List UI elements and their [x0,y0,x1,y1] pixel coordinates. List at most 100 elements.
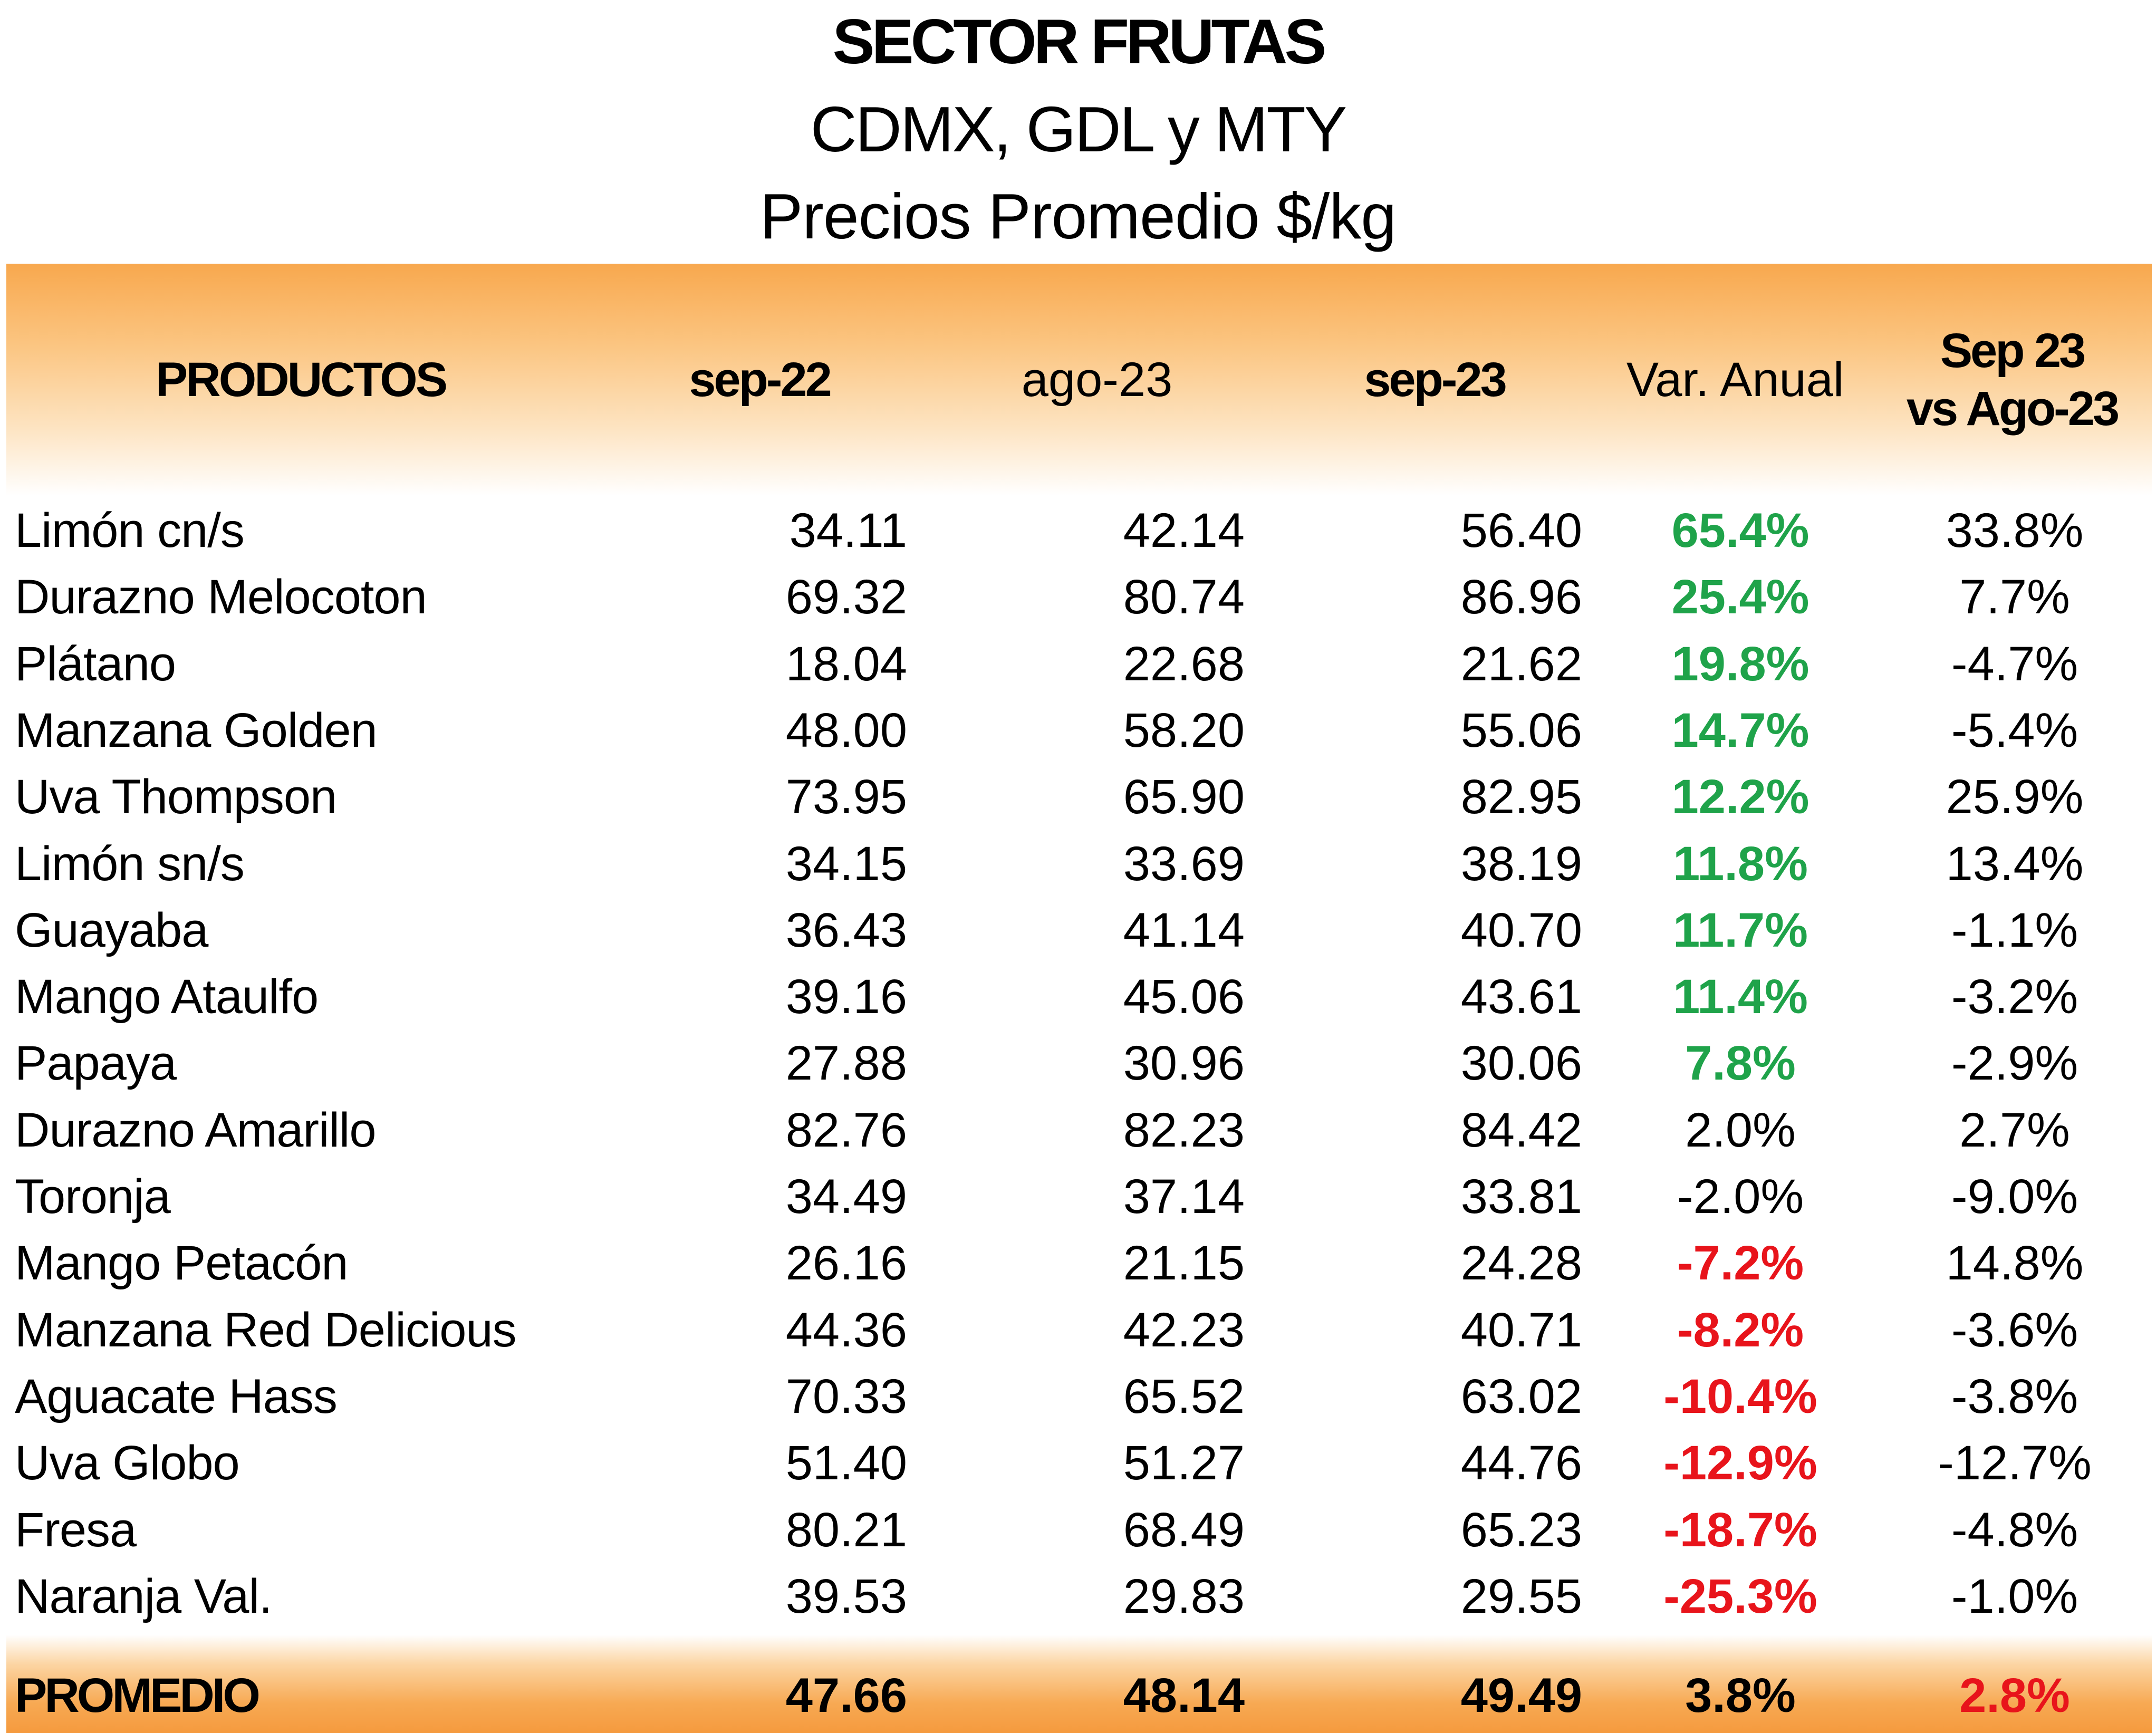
table-row: Limón cn/s 34.11 42.14 56.40 65.4% 33.8% [0,497,2156,564]
monthly-change: -9.0% [1951,1170,2078,1224]
var-anual: -7.2% [1677,1236,1804,1291]
monthly-change: -3.8% [1951,1369,2078,1423]
price-sep22: 73.95 [785,770,907,824]
product-name: Uva Thompson [15,770,337,824]
price-sep23: 65.23 [1460,1503,1582,1557]
monthly-change: 33.8% [1946,504,2084,557]
price-sep23: 44.76 [1460,1436,1582,1490]
price-sep23: 33.81 [1460,1170,1582,1224]
price-sep22: 27.88 [785,1036,907,1091]
header-monthly-line2: vs Ago-23 [1906,382,2120,436]
price-ago23: 22.68 [1123,637,1245,691]
product-name: Durazno Amarillo [15,1103,377,1157]
product-name: Naranja Val. [15,1569,272,1623]
title-sector: SECTOR FRUTAS [832,6,1327,77]
price-sep23: 55.06 [1460,703,1582,757]
monthly-change: -2.9% [1951,1036,2078,1091]
average-var-anual: 3.8% [1685,1669,1796,1722]
price-ago23: 33.69 [1123,836,1245,891]
product-name: Plátano [15,637,176,691]
price-ago23: 29.83 [1123,1569,1245,1623]
price-sep22: 69.32 [785,570,907,624]
price-sep23: 63.02 [1460,1369,1582,1423]
header-monthly-change: Sep 23 vs Ago-23 [1878,264,2147,496]
var-anual: -18.7% [1663,1503,1817,1557]
table-row: Limón sn/s 34.15 33.69 38.19 11.8% 13.4% [0,831,2156,897]
monthly-change: 13.4% [1946,836,2084,891]
price-sep22: 51.40 [785,1436,907,1490]
price-sep23: 40.71 [1460,1303,1582,1357]
table-row: Mango Petacón 26.16 21.15 24.28 -7.2% 14.8% [0,1230,2156,1296]
price-sep22: 70.33 [785,1369,907,1423]
table-row: Durazno Amarillo 82.76 82.23 84.42 2.0% 2.7% [0,1097,2156,1163]
monthly-change: -1.0% [1951,1569,2078,1623]
price-sep22: 36.43 [785,903,907,957]
average-band [6,1635,2152,1733]
product-name: Durazno Melocoton [15,570,427,624]
price-ago23: 58.20 [1123,703,1245,757]
table-header-band [6,264,2152,496]
price-sep22: 48.00 [785,703,907,757]
average-label: PROMEDIO [15,1669,261,1722]
price-ago23: 51.27 [1123,1436,1245,1490]
price-ago23: 42.23 [1123,1303,1245,1357]
table-row: Guayaba 36.43 41.14 40.70 11.7% -1.1% [0,897,2156,964]
price-ago23: 42.14 [1123,504,1245,557]
var-anual: 14.7% [1671,703,1810,757]
product-name: Guayaba [15,903,208,957]
product-name: Aguacate Hass [15,1369,338,1423]
price-sep23: 24.28 [1460,1236,1582,1291]
product-name: Limón cn/s [15,504,245,557]
price-ago23: 30.96 [1123,1036,1245,1091]
price-sep22: 39.16 [785,970,907,1024]
var-anual: 7.8% [1685,1036,1796,1091]
price-sep23: 40.70 [1460,903,1582,957]
var-anual: 25.4% [1671,570,1810,624]
price-sep22: 34.15 [785,836,907,891]
price-ago23: 68.49 [1123,1503,1245,1557]
header-sep22: sep-22 [689,353,832,407]
price-ago23: 21.15 [1123,1236,1245,1291]
monthly-change: 7.7% [1959,570,2070,624]
table-row: Durazno Melocoton 69.32 80.74 86.96 25.4% 7.7… [0,564,2156,630]
table-row: Papaya 27.88 30.96 30.06 7.8% -2.9% [0,1030,2156,1096]
monthly-change: -1.1% [1951,903,2078,957]
price-ago23: 45.06 [1123,970,1245,1024]
average-sep23: 49.49 [1460,1669,1582,1722]
monthly-change: -12.7% [1938,1436,2092,1490]
price-sep23: 56.40 [1460,504,1582,557]
var-anual: -10.4% [1663,1369,1817,1423]
table-row: Uva Globo 51.40 51.27 44.76 -12.9% -12.7% [0,1430,2156,1496]
var-anual: 11.8% [1673,836,1808,891]
price-ago23: 37.14 [1123,1170,1245,1224]
price-sep22: 34.49 [785,1170,907,1224]
var-anual: 12.2% [1671,770,1810,824]
table-row: Plátano 18.04 22.68 21.62 19.8% -4.7% [0,631,2156,697]
var-anual: 19.8% [1671,637,1810,691]
price-sep22: 82.76 [785,1103,907,1157]
product-name: Uva Globo [15,1436,240,1490]
price-sep22: 18.04 [785,637,907,691]
table-row: Fresa 80.21 68.49 65.23 -18.7% -4.8% [0,1497,2156,1563]
product-name: Manzana Golden [15,703,378,757]
monthly-change: 2.7% [1959,1103,2070,1157]
monthly-change: 14.8% [1946,1236,2084,1291]
product-name: Fresa [15,1503,137,1557]
var-anual: 2.0% [1685,1103,1796,1157]
monthly-change: -4.7% [1951,637,2078,691]
price-sep22: 80.21 [785,1503,907,1557]
average-row: PROMEDIO 47.66 48.14 49.49 3.8% 2.8% [0,1661,2156,1730]
price-ago23: 65.52 [1123,1369,1245,1423]
price-sep23: 43.61 [1460,970,1582,1024]
table-row: Manzana Golden 48.00 58.20 55.06 14.7% -5.4% [0,697,2156,764]
header-ago23: ago-23 [1021,353,1173,407]
price-ago23: 65.90 [1123,770,1245,824]
table-row: Naranja Val. 39.53 29.83 29.55 -25.3% -1.0% [0,1563,2156,1630]
table-row: Manzana Red Delicious 44.36 42.23 40.71 -8.2… [0,1297,2156,1363]
var-anual: -25.3% [1663,1569,1817,1623]
var-anual: -12.9% [1663,1436,1817,1490]
product-name: Manzana Red Delicious [15,1303,517,1357]
title-units: Precios Promedio $/kg [759,180,1397,252]
price-ago23: 41.14 [1123,903,1245,957]
price-sep22: 34.11 [789,504,907,557]
